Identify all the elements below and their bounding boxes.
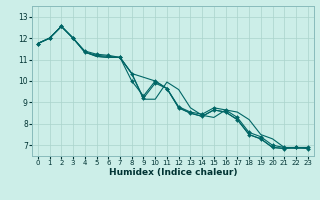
X-axis label: Humidex (Indice chaleur): Humidex (Indice chaleur) [108,168,237,177]
